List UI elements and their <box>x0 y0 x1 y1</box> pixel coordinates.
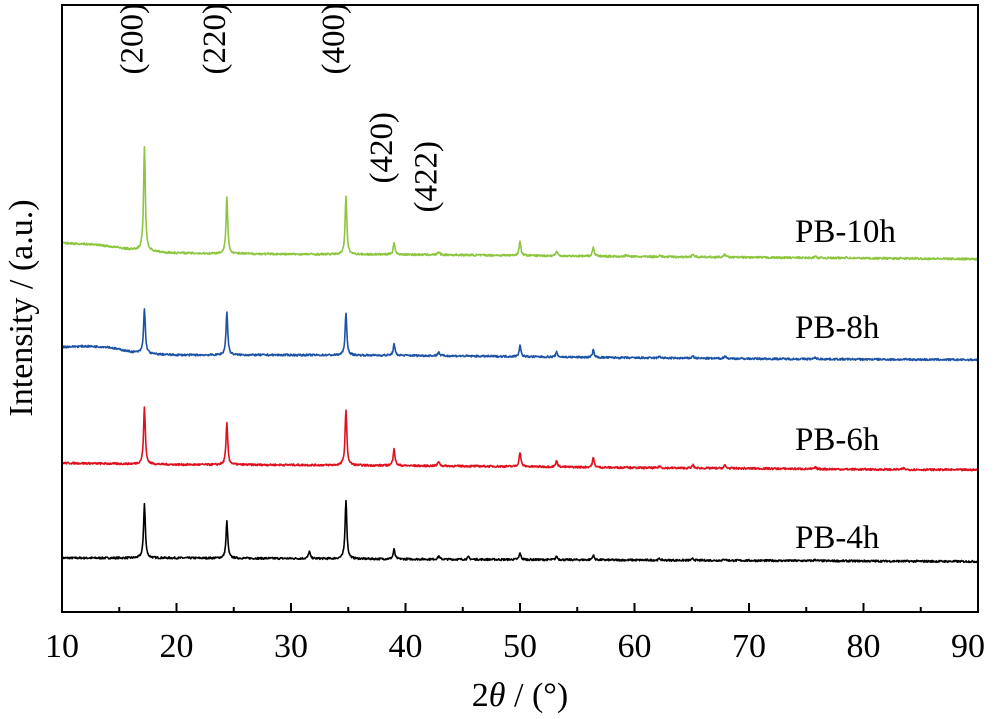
x-tick-label: 70 <box>732 628 766 665</box>
series-label: PB-8h <box>795 310 880 346</box>
x-tick-label: 60 <box>618 628 652 665</box>
series-label: PB-10h <box>795 214 896 250</box>
y-axis-title: Intensity / (a.u.) <box>3 199 40 416</box>
x-tick-label: 50 <box>503 628 537 665</box>
series-label: PB-4h <box>795 520 880 556</box>
series-line-pb-8h <box>61 308 979 362</box>
labels-layer: PB-4h PB-6h PB-8h PB-10h (200) (220) (400) (420… <box>114 3 896 556</box>
series-line-pb-4h <box>61 499 979 564</box>
peak-label: (422) <box>409 141 445 212</box>
series-label: PB-6h <box>795 422 880 458</box>
x-ticks: 10 20 30 40 50 60 70 80 90 <box>45 603 985 665</box>
x-axis-title: 2θ / (°) <box>472 677 568 714</box>
x-tick-label: 10 <box>45 628 79 665</box>
x-tick-label: 80 <box>847 628 881 665</box>
series-layer <box>61 146 979 564</box>
peak-label: (420) <box>364 112 400 183</box>
x-tick-label: 30 <box>274 628 308 665</box>
series-line-pb-6h <box>61 406 979 472</box>
x-tick-label: 20 <box>160 628 194 665</box>
peak-label: (220) <box>197 3 233 74</box>
peak-label: (200) <box>114 3 150 74</box>
peak-label: (400) <box>316 3 352 74</box>
x-tick-label: 40 <box>389 628 423 665</box>
x-tick-label: 90 <box>951 628 985 665</box>
series-line-pb-10h <box>61 146 979 261</box>
